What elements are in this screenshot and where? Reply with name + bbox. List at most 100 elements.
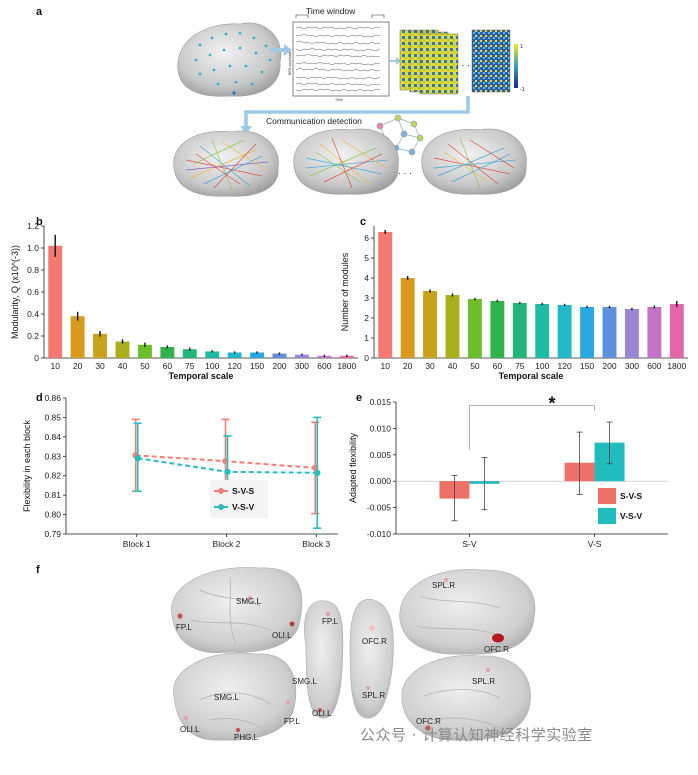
x-tick-label: 10 <box>50 361 60 371</box>
x-tick-label: 120 <box>228 361 242 371</box>
x-tick-label: 100 <box>535 361 549 371</box>
x-axis-label: Temporal scale <box>169 371 234 381</box>
panel-f-letter: f <box>36 564 40 576</box>
x-tick-label: 150 <box>580 361 594 371</box>
x-tick-label: 200 <box>602 361 616 371</box>
panel-d-letter: d <box>36 392 43 404</box>
y-tick-label: 2 <box>364 313 369 323</box>
brain-dorsal-left <box>304 600 344 719</box>
bar <box>647 307 662 358</box>
panel-c-letter: c <box>360 216 367 228</box>
y-axis-label: Modularity, Q (x10^(-3)) <box>10 245 20 339</box>
y-axis-label: Number of modules <box>340 252 350 331</box>
legend-marker <box>218 488 224 494</box>
x-tick-label: 120 <box>558 361 572 371</box>
legend-swatch <box>598 488 616 504</box>
bar <box>512 303 527 358</box>
x-tick-label: 50 <box>470 361 480 371</box>
x-tick-label: 50 <box>140 361 150 371</box>
x-tick-label: 20 <box>403 361 413 371</box>
eeg-traces <box>292 14 390 97</box>
connectivity-matrices <box>399 29 518 95</box>
arrow-down-icon <box>240 126 252 134</box>
y-tick-label: 0.85 <box>44 412 61 422</box>
communication-label: Communication detection <box>266 116 362 126</box>
watermark: 公众号 · 计算认知神经科学实验室 <box>360 726 593 744</box>
x-tick-label: 200 <box>272 361 286 371</box>
legend-box <box>210 480 268 518</box>
data-point <box>134 455 141 462</box>
brain-right-medial <box>401 655 531 741</box>
bar <box>205 351 220 358</box>
bar <box>580 307 595 358</box>
y-tick-label: 5 <box>364 253 369 263</box>
time-window-label: Time window <box>306 6 356 16</box>
x-tick-label: 1800 <box>667 361 686 371</box>
legend-label: V-S-V <box>620 511 643 521</box>
bar <box>535 304 550 358</box>
y-tick-label: 0.010 <box>370 423 392 433</box>
x-tick-label: Block 1 <box>123 539 151 549</box>
brain-left-medial <box>173 652 297 741</box>
x-tick-label: Block 2 <box>213 539 241 549</box>
y-tick-label: 6 <box>364 233 369 243</box>
panel-e-letter: e <box>356 392 363 404</box>
x-tick-label: S-V <box>462 539 477 549</box>
label-spl-r: SPL.R <box>362 691 385 700</box>
label-oli-l: OLI.L <box>180 725 200 734</box>
bar <box>272 353 287 358</box>
chart-flexibility-blocks: 0.79 0.80 0.81 0.82 0.83 0.84 0.85 0.86 Block 1 B… <box>22 393 338 549</box>
bar <box>182 349 197 358</box>
x-tick-label: 300 <box>295 361 309 371</box>
label-oli-l: OLI.L <box>272 631 292 640</box>
y-tick-label: 0.82 <box>44 471 61 481</box>
label-smg-l: SMG.L <box>292 677 317 686</box>
x-tick-label: 600 <box>317 361 331 371</box>
label-smg-l: SMG.L <box>236 597 261 606</box>
panel-a-letter: a <box>36 6 43 18</box>
label-fp-l: FP.L <box>322 617 338 626</box>
bar <box>93 333 108 358</box>
y-tick-label: 3 <box>364 293 369 303</box>
y-tick-label: 0.8 <box>27 265 39 275</box>
x-tick-label: 150 <box>250 361 264 371</box>
matrix-ellipsis: · · · <box>456 60 470 70</box>
bar <box>490 301 505 358</box>
eeg-ylabel: EEG amplitude <box>288 51 292 75</box>
bar <box>669 304 684 358</box>
bar <box>557 305 572 358</box>
y-tick-label: 0.86 <box>44 393 61 403</box>
panel-b-letter: b <box>36 216 43 228</box>
label-spl-r: SPL.R <box>432 581 455 590</box>
x-tick-label: 75 <box>515 361 525 371</box>
label-ofc-r: OFC.R <box>362 637 387 646</box>
x-tick-label: V-S <box>588 539 602 549</box>
network-ellipsis: · · · <box>398 168 412 178</box>
y-tick-label: 0.79 <box>44 529 61 539</box>
arrow-right-icon <box>390 57 401 65</box>
label-ofc-r: OFC.R <box>484 645 509 654</box>
eeg-xlabel: Time <box>335 98 343 102</box>
chart-number-of-modules: 0 1 2 3 4 5 6 10 20 30 40 50 60 75 100 120 150 200 300 600 1… <box>340 226 688 381</box>
y-tick-label: 0.005 <box>370 450 392 460</box>
x-tick-label: 1800 <box>337 361 356 371</box>
y-tick-label: 1 <box>364 333 369 343</box>
y-tick-label: 0.84 <box>44 432 61 442</box>
bar <box>115 341 130 358</box>
x-tick-label: 10 <box>380 361 390 371</box>
eeg-brain-icon <box>177 22 282 97</box>
legend-label: V-S-V <box>232 502 255 512</box>
x-axis-label: Temporal scale <box>499 371 564 381</box>
x-tick-label: 300 <box>625 361 639 371</box>
y-tick-label: 0.6 <box>27 287 39 297</box>
y-axis-label: Adapted flexibility <box>348 432 358 503</box>
x-tick-label: 30 <box>95 361 105 371</box>
x-tick-label: 600 <box>647 361 661 371</box>
bar <box>160 347 175 358</box>
panel-a-figure: Time window EEG amplitude Time · · · 1 -… <box>173 6 527 197</box>
significance-bracket <box>469 405 595 450</box>
colorbar-min-label: -1 <box>520 87 525 93</box>
y-tick-label: 0.000 <box>370 476 392 486</box>
bar <box>445 295 460 358</box>
legend-swatch <box>598 508 616 524</box>
